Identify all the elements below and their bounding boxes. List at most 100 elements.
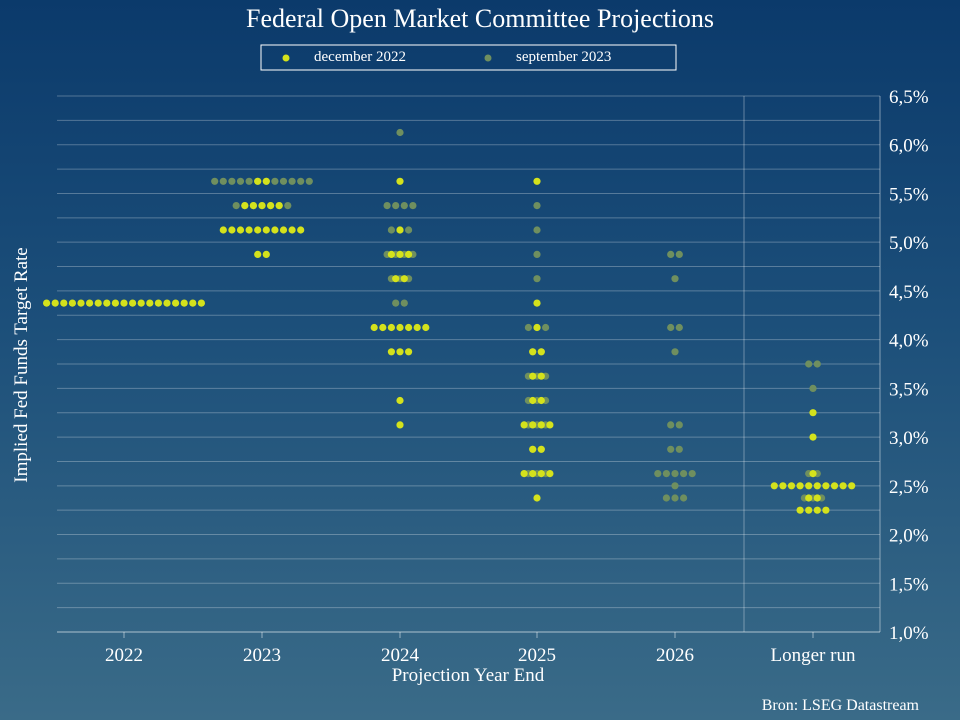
dot-september-2023 xyxy=(533,202,541,210)
dot-december-2022 xyxy=(413,323,421,332)
dot-december-2022 xyxy=(245,226,253,234)
dot-september-2023 xyxy=(662,494,671,502)
dot-september-2023 xyxy=(680,470,688,478)
source-note: Bron: LSEG Datastream xyxy=(762,697,920,714)
dot-december-2022 xyxy=(796,506,804,514)
dot-september-2023 xyxy=(392,299,400,307)
dot-december-2022 xyxy=(805,482,813,490)
dot-december-2022 xyxy=(163,299,171,307)
dot-december-2022 xyxy=(172,299,180,307)
legend-label-september-2023: september 2023 xyxy=(516,49,611,65)
dot-december-2022 xyxy=(254,177,262,185)
dot-december-2022 xyxy=(370,323,378,332)
dot-december-2022 xyxy=(805,494,813,502)
dot-september-2023 xyxy=(396,128,404,137)
x-tick-label: 2023 xyxy=(243,645,281,666)
dot-december-2022 xyxy=(405,348,413,356)
dot-december-2022 xyxy=(236,226,245,234)
dot-september-2023 xyxy=(671,348,679,356)
dot-september-2023 xyxy=(387,226,395,234)
dot-december-2022 xyxy=(77,299,85,307)
legend: december 2022 september 2023 xyxy=(260,44,677,71)
legend-box xyxy=(260,44,677,71)
dot-december-2022 xyxy=(520,470,528,478)
x-axis-label: Projection Year End xyxy=(392,665,545,686)
dot-december-2022 xyxy=(258,202,266,210)
dot-december-2022 xyxy=(770,482,778,490)
dot-december-2022 xyxy=(405,323,413,332)
y-tick-label: 2,5% xyxy=(889,477,929,498)
dot-september-2023 xyxy=(533,250,541,258)
dot-september-2023 xyxy=(297,177,305,185)
dot-december-2022 xyxy=(809,470,817,478)
dot-december-2022 xyxy=(848,482,856,490)
y-tick-label: 4,5% xyxy=(889,282,929,303)
dot-september-2023 xyxy=(305,177,313,185)
dot-december-2022 xyxy=(839,482,847,490)
dot-september-2023 xyxy=(236,177,245,185)
y-tick-label: 5,0% xyxy=(889,233,929,254)
dot-september-2023 xyxy=(654,470,662,478)
dot-december-2022 xyxy=(520,421,528,429)
dot-december-2022 xyxy=(822,506,830,514)
dot-september-2023 xyxy=(671,494,679,502)
dot-december-2022 xyxy=(529,372,537,380)
dot-december-2022 xyxy=(546,421,554,429)
y-tick-label: 3,5% xyxy=(889,379,929,400)
dot-december-2022 xyxy=(154,299,162,307)
dot-december-2022 xyxy=(228,226,236,234)
dot-december-2022 xyxy=(180,299,188,307)
dot-september-2023 xyxy=(809,384,817,392)
dot-december-2022 xyxy=(219,226,227,234)
x-tick-label: 2025 xyxy=(518,645,556,666)
dot-september-2023 xyxy=(688,470,696,478)
dot-september-2023 xyxy=(675,421,683,429)
dot-december-2022 xyxy=(271,226,279,234)
dot-september-2023 xyxy=(667,323,675,332)
dot-december-2022 xyxy=(537,396,545,405)
y-tick-label: 4,0% xyxy=(889,331,929,352)
dot-september-2023 xyxy=(271,177,279,185)
dot-december-2022 xyxy=(254,226,262,234)
dot-september-2023 xyxy=(409,202,417,210)
dot-december-2022 xyxy=(396,396,404,405)
x-axis-ticks: 2022 2023 2024 2025 2026 Longer run xyxy=(105,632,856,666)
dot-september-2023 xyxy=(542,323,550,332)
x-tick-label: 2022 xyxy=(105,645,143,666)
dot-december-2022 xyxy=(241,202,249,210)
dot-september-2023 xyxy=(533,226,541,234)
dot-december-2022 xyxy=(396,421,404,429)
x-tick-label: 2026 xyxy=(656,645,694,666)
dot-december-2022 xyxy=(86,299,94,307)
gridlines xyxy=(57,95,881,633)
dot-december-2022 xyxy=(262,250,270,258)
dot-september-2023 xyxy=(667,445,675,453)
dot-september-2023 xyxy=(533,275,541,283)
dot-december-2022 xyxy=(197,299,205,307)
dot-september-2023 xyxy=(383,202,391,210)
dot-december-2022 xyxy=(262,226,270,234)
dot-september-2023 xyxy=(245,177,253,185)
dot-september-2023 xyxy=(675,323,683,332)
dot-december-2022 xyxy=(68,299,76,307)
dot-december-2022 xyxy=(830,482,839,490)
dot-september-2023 xyxy=(680,494,688,502)
dot-september-2023 xyxy=(805,360,813,368)
dot-september-2023 xyxy=(671,470,679,478)
dot-september-2023 xyxy=(400,299,408,307)
dot-december-2022 xyxy=(529,348,537,356)
dot-september-2023 xyxy=(813,360,821,368)
y-tick-label: 6,0% xyxy=(889,136,929,157)
y-axis-ticks: 1,0% 1,5% 2,0% 2,5% 3,0% 3,5% 4,0% 4,5% 5,0% 5,5%… xyxy=(889,87,929,644)
dot-december-2022 xyxy=(529,470,537,478)
dot-september-2023 xyxy=(524,323,533,332)
legend-marker-december-2022 xyxy=(282,54,290,62)
x-tick-label: 2024 xyxy=(381,645,420,666)
dot-december-2022 xyxy=(787,482,796,490)
dot-december-2022 xyxy=(396,177,404,185)
dot-december-2022 xyxy=(533,494,541,502)
dot-december-2022 xyxy=(529,421,537,429)
dot-december-2022 xyxy=(103,299,111,307)
dot-december-2022 xyxy=(533,323,541,332)
